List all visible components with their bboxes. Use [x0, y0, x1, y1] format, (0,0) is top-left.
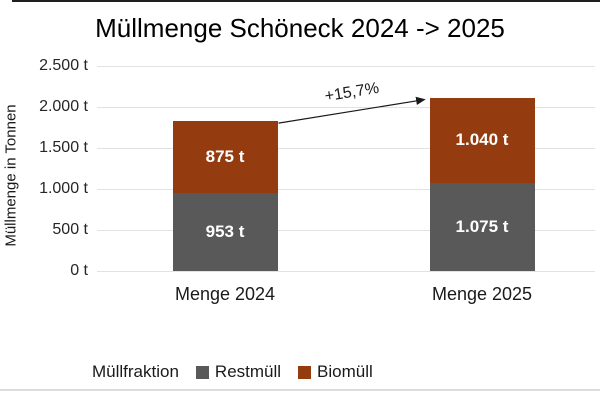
y-axis-title: Müllmenge in Tonnen: [2, 104, 20, 247]
y-tick-label: 1.000 t: [39, 180, 88, 197]
legend-item-biomüll: Biomüll: [298, 362, 373, 382]
bar-segment-value: 1.075 t: [455, 216, 509, 236]
legend-swatch: [298, 365, 312, 379]
x-category-label: Menge 2025: [431, 284, 533, 304]
bar-segment-biomüll: [172, 121, 278, 193]
y-tick-label: 500 t: [52, 221, 88, 238]
y-tick-label: 0 t: [70, 262, 88, 279]
bar-segment-restmüll: [172, 192, 278, 271]
gridline: [97, 270, 595, 272]
legend-label: Restmüll: [214, 362, 282, 381]
bar-segment-value: 953 t: [205, 221, 245, 241]
top-divider-line: [12, 0, 600, 2]
bar-segment-restmüll: [429, 182, 535, 271]
increase-annotation: +15,7%: [323, 80, 380, 106]
legend-swatch: [195, 365, 209, 379]
gridline: [97, 188, 595, 190]
legend: Müllfraktion Restmüll Biomüll: [92, 360, 373, 384]
gridline: [97, 147, 595, 149]
bottom-divider-line: [0, 389, 600, 391]
legend-label: Biomüll: [317, 362, 373, 381]
y-tick-label: 2.000 t: [39, 98, 88, 115]
gridline: [97, 229, 595, 231]
bar-segment-value: 875 t: [205, 146, 245, 166]
y-tick-label: 1.500 t: [39, 139, 88, 156]
legend-title: Müllfraktion: [92, 362, 179, 381]
bar-segment-value: 1.040 t: [455, 130, 509, 150]
gridline: [97, 65, 595, 67]
x-category-label: Menge 2024: [174, 284, 276, 304]
bar-segment-biomüll: [429, 97, 535, 183]
y-tick-label: 2.500 t: [39, 57, 88, 74]
legend-item-restmüll: Restmüll: [195, 362, 282, 382]
chart-title: Müllmenge Schöneck 2024 -> 2025: [95, 13, 505, 43]
